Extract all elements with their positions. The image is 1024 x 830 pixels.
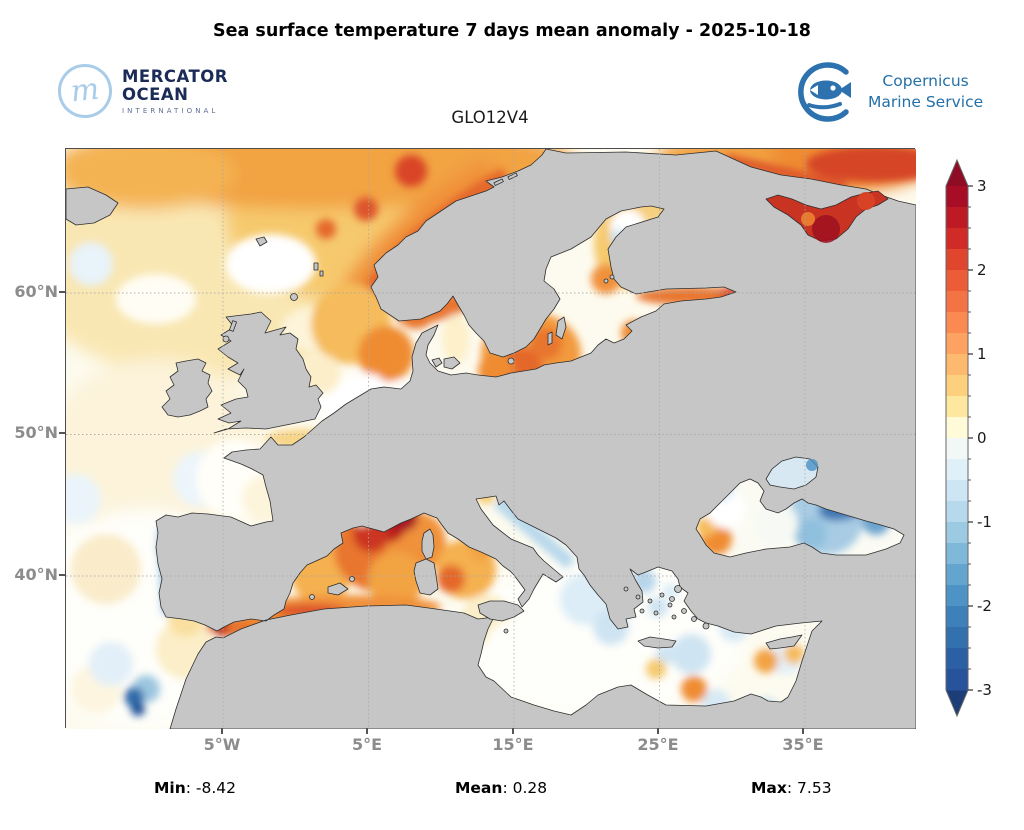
stat-min-value: : -8.42 — [185, 779, 237, 797]
land-layer — [66, 149, 916, 729]
lat-tick-40n: 40°N — [14, 565, 58, 584]
colorbar-tick-label: 0 — [977, 429, 987, 447]
copernicus-fish-icon — [798, 62, 851, 122]
colorbar: 3 2 1 0 -1 -2 -3 — [945, 158, 992, 718]
sea-anomaly-layer — [66, 149, 916, 729]
x-axis-tick — [221, 728, 223, 734]
land-zealand — [443, 356, 461, 370]
stat-mean-label: Mean — [455, 779, 503, 797]
map-frame — [65, 148, 916, 729]
page-title: Sea surface temperature 7 days mean anom… — [213, 21, 811, 41]
copernicus-logo-line2: Marine Service — [868, 93, 984, 111]
copernicus-marine-logo: Copernicus Marine Service — [796, 60, 983, 124]
land-great-britain — [213, 311, 324, 434]
land-crete — [637, 636, 677, 649]
stat-max-value: : 7.53 — [786, 779, 832, 797]
lon-tick-5e: 5°E — [351, 735, 383, 754]
colorbar-tick-label: 2 — [977, 261, 987, 279]
mercator-logo-line2: OCEAN — [122, 84, 189, 104]
lat-tick-60n: 60°N — [14, 282, 58, 301]
colorbar-tick-label: -1 — [977, 513, 992, 531]
x-axis-tick — [657, 728, 659, 734]
lon-tick-15e: 15°E — [492, 735, 534, 754]
land-mallorca — [327, 582, 349, 596]
x-axis-tick — [802, 728, 804, 734]
lat-tick-50n: 50°N — [14, 423, 58, 442]
land-ireland — [161, 358, 213, 418]
x-axis-tick — [366, 728, 368, 734]
colorbar-tick-label: 1 — [977, 345, 987, 363]
y-axis-tick — [59, 432, 65, 434]
colorbar-tick-label: -2 — [977, 597, 992, 615]
land-eurasia-africa — [155, 149, 916, 729]
land-gotland — [555, 316, 567, 340]
land-cyprus — [765, 634, 803, 650]
white-sea-overlay — [765, 190, 889, 243]
stat-max: Max: 7.53 — [751, 779, 832, 797]
land-iceland — [66, 186, 119, 226]
sst-anomaly-map — [66, 149, 916, 729]
lon-tick-25e: 25°E — [637, 735, 679, 754]
y-axis-tick — [59, 291, 65, 293]
gridlines — [66, 149, 916, 729]
stat-mean: Mean: 0.28 — [455, 779, 547, 797]
copernicus-logo-line1: Copernicus — [882, 72, 969, 90]
stat-mean-value: : 0.28 — [502, 779, 548, 797]
stat-min-label: Min — [154, 779, 186, 797]
land-corsica — [421, 528, 435, 560]
lon-tick-5w: 5°W — [203, 735, 241, 754]
colorbar-tick-label: -3 — [977, 681, 992, 699]
mercator-logo-line3: INTERNATIONAL — [122, 106, 219, 115]
colorbar-tick-label: 3 — [977, 177, 987, 195]
stat-min: Min: -8.42 — [154, 779, 236, 797]
stat-max-label: Max — [751, 779, 787, 797]
land-sicily — [477, 600, 525, 622]
model-subtitle: GLO12V4 — [451, 108, 529, 127]
mercator-ocean-logo: m MERCATOR OCEAN INTERNATIONAL — [55, 61, 228, 121]
mercator-logo-line1: MERCATOR — [122, 66, 228, 86]
x-axis-tick — [512, 728, 514, 734]
lon-tick-35e: 35°E — [782, 735, 824, 754]
y-axis-tick — [59, 574, 65, 576]
